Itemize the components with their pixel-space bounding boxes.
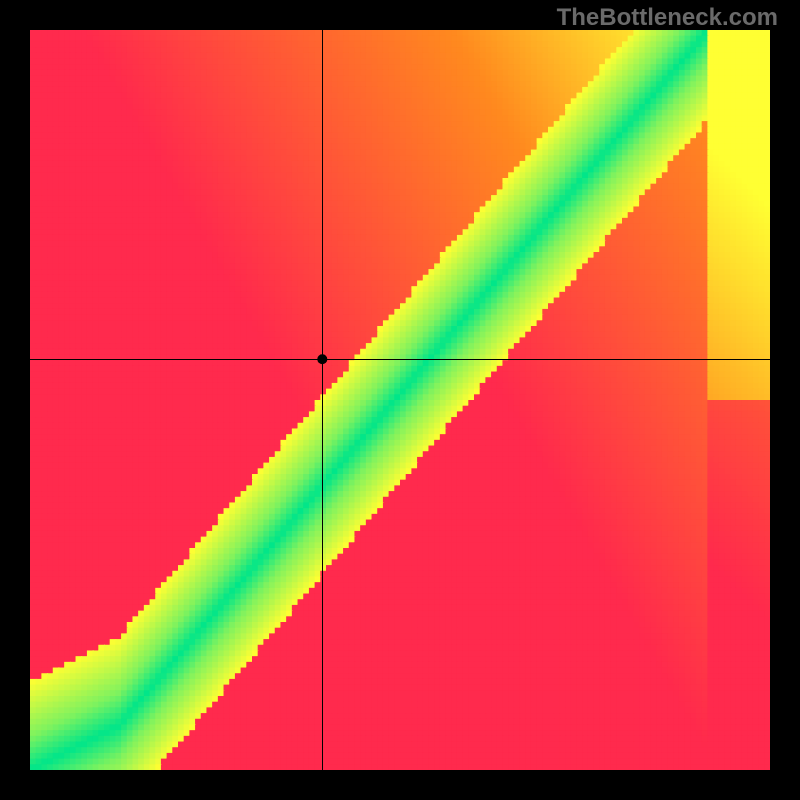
watermark-text: TheBottleneck.com bbox=[557, 4, 778, 32]
chart-container: TheBottleneck.com bbox=[0, 0, 800, 800]
bottleneck-heatmap bbox=[30, 30, 770, 770]
